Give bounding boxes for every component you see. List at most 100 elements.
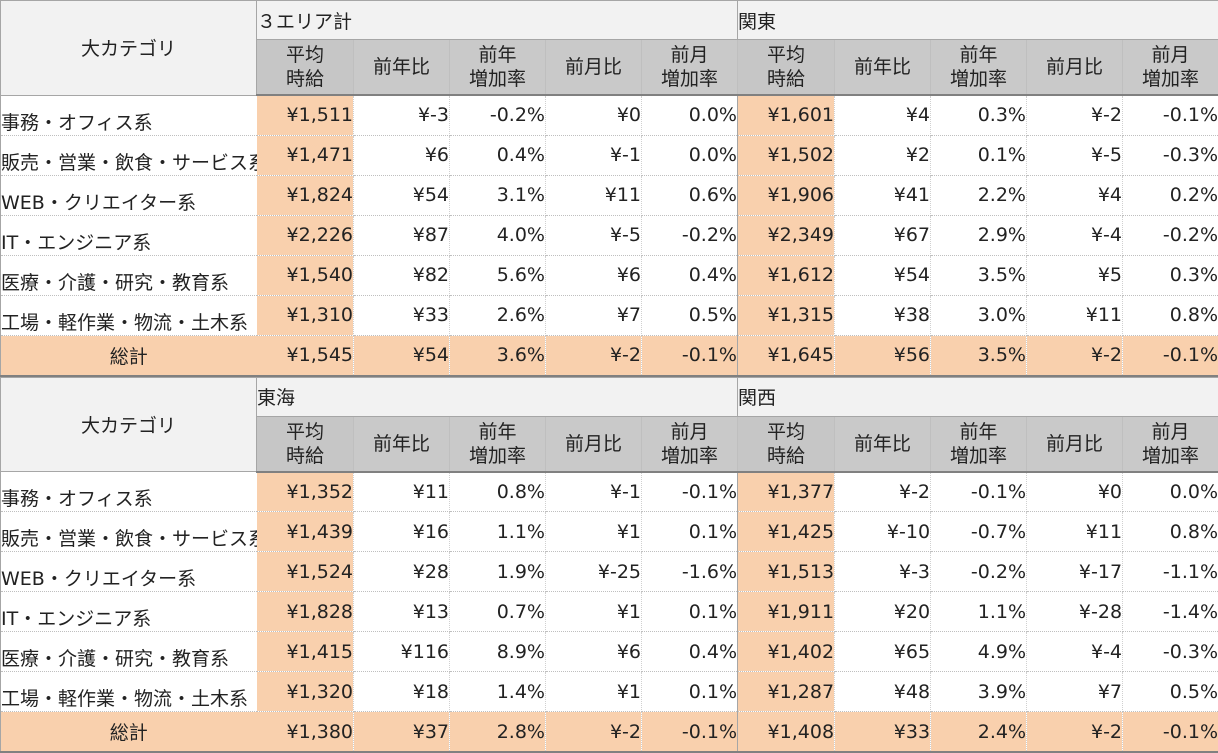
category-label: IT・エンジニア系 [1,592,257,632]
value-cell: ¥38 [835,295,931,335]
value-cell: 0.5% [1123,672,1218,712]
column-header: 前月増加率 [642,416,738,472]
value-cell: ¥4 [835,95,931,135]
value-cell: 0.4% [642,632,738,672]
column-header: 前年比 [835,416,931,472]
value-cell: 0.3% [931,95,1027,135]
category-label: WEB・クリエイター系 [1,175,257,215]
value-cell: 3.5% [931,255,1027,295]
value-cell: -1.1% [1123,552,1218,592]
value-cell: ¥1,377 [738,472,835,512]
value-cell: -0.2% [642,215,738,255]
value-cell: -0.1% [642,472,738,512]
value-cell: ¥20 [835,592,931,632]
column-header: 前月比 [1027,416,1123,472]
value-cell: ¥82 [354,255,450,295]
value-cell: ¥1,513 [738,552,835,592]
value-cell: 2.2% [931,175,1027,215]
column-header: 前年比 [354,416,450,472]
column-header: 平均時給 [257,416,354,472]
value-cell: ¥67 [835,215,931,255]
value-cell: ¥-3 [354,95,450,135]
total-value-cell: ¥56 [835,335,931,376]
category-header: 大カテゴリ [1,377,257,472]
value-cell: ¥-3 [835,552,931,592]
value-cell: ¥48 [835,672,931,712]
value-cell: 0.2% [1123,175,1218,215]
value-cell: 5.6% [450,255,546,295]
value-cell: 0.4% [642,255,738,295]
value-cell: ¥116 [354,632,450,672]
value-cell: ¥1,439 [257,512,354,552]
total-value-cell: ¥-2 [546,335,642,376]
value-cell: 0.1% [931,135,1027,175]
value-cell: 0.7% [450,592,546,632]
column-header: 前年増加率 [450,416,546,472]
column-header: 前月増加率 [1123,40,1218,96]
column-header: 前年増加率 [931,416,1027,472]
total-value-cell: ¥33 [835,712,931,753]
value-cell: ¥11 [1027,295,1123,335]
value-cell: ¥11 [354,472,450,512]
value-cell: 1.4% [450,672,546,712]
total-value-cell: ¥1,545 [257,335,354,376]
value-cell: ¥1,524 [257,552,354,592]
value-cell: 0.4% [450,135,546,175]
value-cell: ¥7 [546,295,642,335]
value-cell: ¥1 [546,672,642,712]
value-cell: ¥2,349 [738,215,835,255]
value-cell: ¥1,415 [257,632,354,672]
value-cell: ¥-4 [1027,215,1123,255]
value-cell: ¥1,828 [257,592,354,632]
column-header: 前月比 [546,40,642,96]
category-label: 事務・オフィス系 [1,472,257,512]
value-cell: -0.2% [450,95,546,135]
value-cell: -0.2% [931,552,1027,592]
value-cell: ¥1,402 [738,632,835,672]
value-cell: ¥1,540 [257,255,354,295]
value-cell: ¥1,287 [738,672,835,712]
value-cell: 2.6% [450,295,546,335]
value-cell: ¥1,824 [257,175,354,215]
category-header: 大カテゴリ [1,1,257,96]
region-header: 関西 [738,377,1218,416]
value-cell: ¥-2 [1027,95,1123,135]
total-value-cell: -0.1% [1123,335,1218,376]
value-cell: 3.9% [931,672,1027,712]
category-label: WEB・クリエイター系 [1,552,257,592]
value-cell: 3.0% [931,295,1027,335]
category-label: 工場・軽作業・物流・土木系 [1,295,257,335]
value-cell: 0.0% [1123,472,1218,512]
value-cell: ¥18 [354,672,450,712]
value-cell: ¥1,310 [257,295,354,335]
value-cell: -1.6% [642,552,738,592]
value-cell: -0.3% [1123,632,1218,672]
value-cell: 0.0% [642,95,738,135]
column-header: 平均時給 [738,416,835,472]
column-header: 前月増加率 [1123,416,1218,472]
total-value-cell: -0.1% [642,712,738,753]
column-header: 平均時給 [738,40,835,96]
value-cell: ¥1,906 [738,175,835,215]
category-label: 工場・軽作業・物流・土木系 [1,672,257,712]
region-header: 関東 [738,1,1218,40]
total-value-cell: ¥1,380 [257,712,354,753]
region-header: 東海 [257,377,738,416]
total-value-cell: -0.1% [642,335,738,376]
category-label: 販売・営業・飲食・サービス系 [1,135,257,175]
value-cell: 1.1% [450,512,546,552]
value-cell: 0.1% [642,672,738,712]
total-value-cell: ¥1,645 [738,335,835,376]
value-cell: ¥-5 [546,215,642,255]
